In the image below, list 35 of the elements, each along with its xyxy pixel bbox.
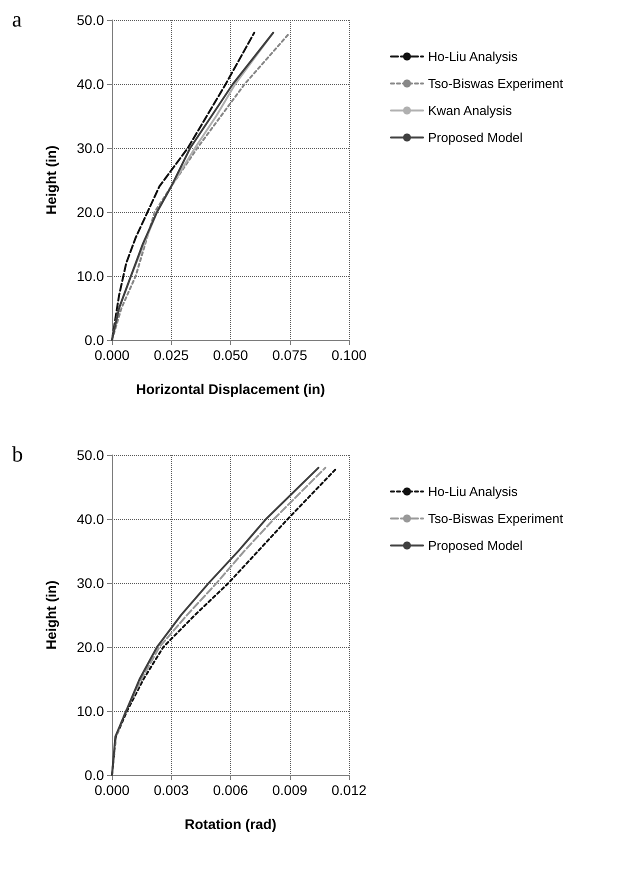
x-axis-title: Horizontal Displacement (in) [136, 381, 326, 397]
legend-label: Ho-Liu Analysis [428, 49, 518, 64]
legend-label: Kwan Analysis [428, 103, 512, 118]
legend-label: Tso-Biswas Experiment [428, 76, 564, 91]
text: b [12, 442, 23, 466]
y-tick-label: 30.0 [76, 575, 104, 591]
y-tick-label: 20.0 [76, 639, 104, 655]
y-tick-label: 50.0 [76, 447, 104, 463]
y-tick-label: 30.0 [76, 140, 104, 156]
x-tick-label: 0.025 [154, 347, 189, 363]
x-axis-title: Rotation (rad) [184, 816, 276, 832]
legend-label: Tso-Biswas Experiment [428, 511, 564, 526]
y-tick-label: 40.0 [76, 76, 104, 92]
y-axis-title: Height (in) [43, 580, 59, 650]
x-tick-label: 0.012 [331, 782, 367, 798]
x-tick-label: 0.006 [212, 782, 248, 798]
legend-label: Ho-Liu Analysis [428, 484, 518, 499]
x-tick-label: 0.075 [272, 347, 308, 363]
x-tick-label: 0.000 [94, 782, 130, 798]
x-tick-label: 0.050 [212, 347, 248, 363]
text: a [12, 6, 22, 32]
y-tick-label: 40.0 [76, 511, 104, 527]
y-tick-label: 10.0 [76, 703, 104, 719]
y-tick-label: 50.0 [76, 12, 104, 28]
y-tick-label: 0.0 [84, 332, 104, 348]
x-tick-label: 0.000 [94, 347, 130, 363]
y-tick-label: 10.0 [76, 268, 104, 284]
legend-label: Proposed Model [428, 130, 523, 145]
y-tick-label: 0.0 [84, 767, 104, 783]
y-axis-title: Height (in) [43, 145, 59, 215]
y-tick-label: 20.0 [76, 204, 104, 220]
x-tick-label: 0.100 [331, 347, 367, 363]
legend-label: Proposed Model [428, 538, 523, 553]
x-tick-label: 0.003 [154, 782, 189, 798]
x-tick-label: 0.009 [272, 782, 308, 798]
